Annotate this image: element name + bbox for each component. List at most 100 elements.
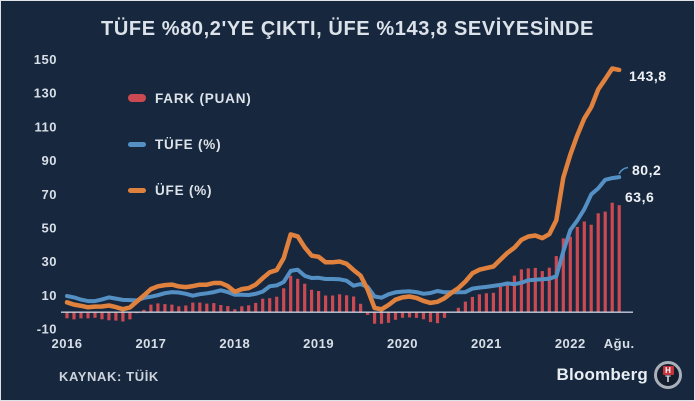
- y-tick-label: 50: [42, 220, 57, 235]
- fark-bar: [331, 295, 335, 313]
- fark-bar: [526, 268, 530, 313]
- fark-bar: [456, 307, 460, 313]
- fark-bar: [547, 267, 551, 313]
- fark-bar: [198, 302, 202, 313]
- legend-item-tufe: TÜFE (%): [128, 136, 252, 152]
- fark-bar: [379, 312, 384, 324]
- fark-bar: [345, 295, 349, 313]
- bloomberg-ht-logo: Bloomberg H T: [556, 361, 682, 389]
- fark-bar: [282, 288, 286, 313]
- fark-bar: [421, 312, 426, 320]
- tufe-line-swatch-icon: [128, 141, 146, 147]
- fark-bar: [540, 271, 544, 313]
- tufe-label-leader: [618, 166, 629, 175]
- fark-bar: [205, 303, 209, 313]
- fark-bar: [72, 312, 76, 320]
- source-label: KAYNAK: TÜİK: [59, 369, 159, 384]
- fark-bar: [352, 296, 356, 313]
- fark-bar: [233, 309, 237, 313]
- fark-bar: [568, 236, 572, 313]
- legend-item-fark: FARK (PUAN): [128, 90, 252, 106]
- fark-bar: [463, 301, 467, 313]
- fark-bar: [505, 281, 509, 313]
- fark-bar: [400, 312, 405, 318]
- fark-bar: [470, 296, 474, 313]
- fark-bar: [359, 303, 363, 313]
- fark-bar: [617, 205, 621, 313]
- fark-bar: [435, 312, 440, 324]
- x-tick-label: 2017: [135, 336, 166, 351]
- fark-bars: [65, 202, 621, 324]
- fark-bar: [310, 289, 314, 313]
- x-tick-label: Ağu.: [604, 336, 635, 351]
- fark-bar: [373, 312, 377, 324]
- legend-label-tufe: TÜFE (%): [155, 136, 222, 152]
- chart-legend: FARK (PUAN) TÜFE (%) ÜFE (%): [128, 90, 252, 228]
- fark-bar: [268, 298, 272, 313]
- fark-bar: [219, 305, 223, 313]
- ufe-end-label: 143,8: [629, 68, 667, 84]
- fark-bar: [114, 312, 118, 321]
- fark-bar: [170, 304, 174, 313]
- fark-bar: [603, 211, 607, 313]
- fark-bar: [442, 312, 447, 318]
- fark-end-label: 63,6: [625, 189, 654, 205]
- fark-bar: [156, 303, 160, 313]
- ht-badge-t: T: [665, 374, 671, 384]
- y-tick-label: 130: [34, 86, 57, 101]
- fark-bar: [128, 312, 132, 320]
- legend-label-ufe: ÜFE (%): [155, 182, 213, 198]
- fark-bar: [554, 256, 558, 313]
- fark-bar: [240, 306, 244, 313]
- y-tick-label: -10: [37, 322, 57, 337]
- fark-bar: [596, 213, 600, 313]
- fark-bar: [498, 286, 502, 313]
- fark-bar: [386, 312, 391, 323]
- fark-bar: [484, 293, 488, 313]
- fark-bar: [79, 312, 83, 319]
- y-tick-label: 90: [42, 153, 57, 168]
- ht-badge-icon: H T: [654, 361, 682, 389]
- y-tick-label: 30: [42, 254, 57, 269]
- fark-bar: [100, 312, 104, 320]
- y-tick-label: 110: [35, 119, 57, 134]
- fark-bar: [428, 312, 433, 323]
- fark-bar: [107, 312, 111, 321]
- fark-bar: [338, 294, 342, 313]
- fark-bar: [407, 312, 412, 318]
- fark-bar: [93, 312, 97, 318]
- fark-bar: [289, 275, 293, 313]
- fark-bar: [247, 305, 251, 313]
- fark-bar: [610, 202, 614, 313]
- y-tick-label: 10: [42, 288, 57, 303]
- ht-badge-h: H: [662, 366, 674, 375]
- fark-bar: [317, 291, 321, 313]
- fark-bar: [163, 304, 167, 313]
- x-tick-label: 2020: [387, 336, 418, 351]
- fark-bar: [296, 278, 300, 313]
- fark-bar: [491, 292, 495, 313]
- fark-bar: [212, 303, 216, 313]
- fark-bar: [191, 302, 195, 313]
- fark-bar: [575, 226, 579, 313]
- tufe-line: [65, 175, 622, 304]
- fark-bar: [184, 305, 188, 313]
- chart-title: TÜFE %80,2'YE ÇIKTI, ÜFE %143,8 SEVİYESİ…: [101, 18, 594, 40]
- fark-bar: [519, 269, 523, 313]
- x-tick-label: 2019: [303, 336, 334, 351]
- fark-bar: [414, 312, 419, 318]
- fark-bar: [65, 312, 69, 319]
- ufe-line-swatch-icon: [128, 187, 146, 193]
- fark-bar: [366, 312, 370, 315]
- fark-bar: [533, 267, 537, 313]
- fark-bar: [177, 306, 181, 313]
- y-tick-label: 70: [42, 187, 57, 202]
- fark-bar: [275, 296, 279, 313]
- tufe-end-label: 80,2: [632, 162, 661, 178]
- x-tick-label: 2021: [471, 336, 502, 351]
- legend-label-fark: FARK (PUAN): [155, 90, 252, 106]
- fark-bar: [261, 298, 265, 313]
- fark-bar: [226, 306, 230, 313]
